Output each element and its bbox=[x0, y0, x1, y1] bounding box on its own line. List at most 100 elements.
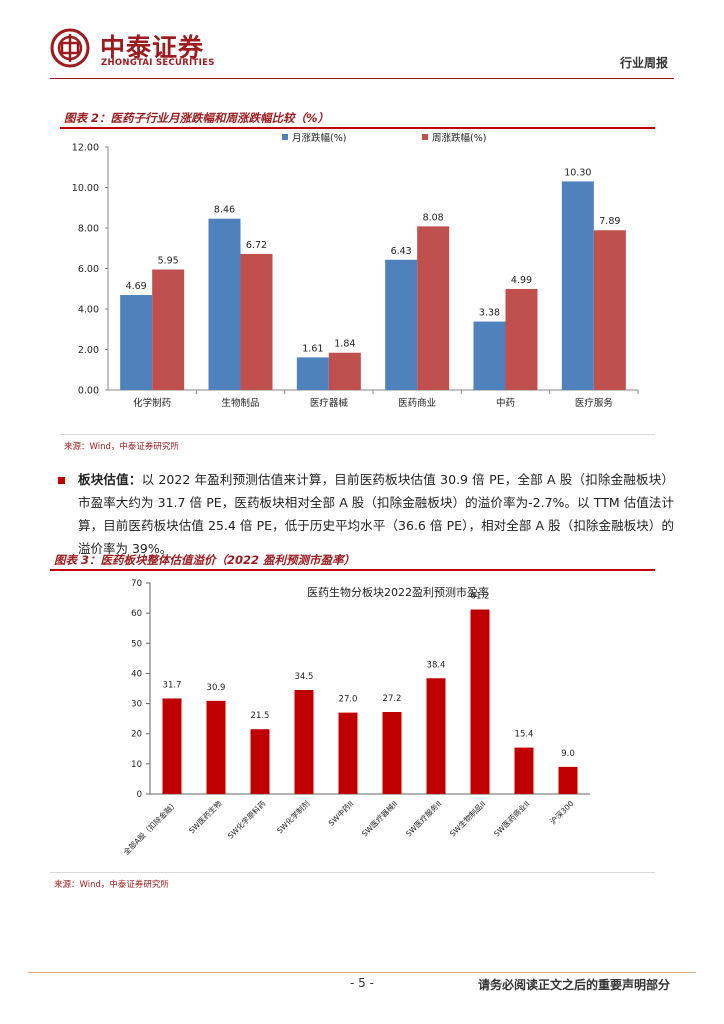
legend-swatch bbox=[422, 134, 428, 140]
y-tick-label: 6.00 bbox=[78, 264, 99, 275]
paragraph-label: 板块估值： bbox=[78, 472, 142, 487]
page-number: - 5 - bbox=[350, 976, 374, 990]
bar-monthly bbox=[473, 321, 506, 390]
data-label: 27.0 bbox=[339, 695, 358, 705]
bar-monthly bbox=[120, 295, 153, 390]
data-label: 5.95 bbox=[158, 256, 179, 267]
bar-monthly bbox=[208, 218, 241, 390]
y-tick-label: 10 bbox=[131, 760, 142, 770]
x-tick-label: SW生物制品II bbox=[447, 798, 487, 838]
bar-weekly bbox=[593, 230, 626, 390]
y-tick-label: 2.00 bbox=[78, 345, 99, 356]
y-tick-label: 0.00 bbox=[78, 386, 99, 397]
data-label: 6.43 bbox=[391, 246, 412, 257]
y-tick-label: 50 bbox=[131, 639, 142, 649]
y-tick-label: 60 bbox=[131, 609, 142, 619]
bar bbox=[470, 609, 490, 794]
bar-weekly bbox=[328, 352, 361, 390]
data-label: 10.30 bbox=[564, 167, 591, 178]
figure2-chart: 0.00 2.00 4.00 6.00 8.00 10.00 12.00 化学制药 4.69 5.… bbox=[72, 132, 639, 409]
bullet-square-icon bbox=[58, 477, 65, 484]
data-label: 6.72 bbox=[246, 240, 267, 251]
bar bbox=[558, 766, 578, 794]
x-tick-label: SW医疗服务II bbox=[403, 798, 443, 838]
figure3-source-rule bbox=[50, 872, 655, 873]
valuation-paragraph: 板块估值：以 2022 年盈利预测估值来计算，目前医药板块估值 30.9 倍 P… bbox=[78, 468, 674, 560]
header-divider bbox=[50, 78, 674, 79]
brand-name-en: ZHONGTAI SECURITIES bbox=[101, 58, 215, 68]
brand-name-cn: 中泰证券 bbox=[100, 33, 205, 62]
figure2-title: 图表 2：医药子行业月涨跌幅和周涨跌幅比较（%） bbox=[64, 111, 330, 125]
bar bbox=[162, 698, 182, 794]
data-label: 38.4 bbox=[427, 660, 446, 670]
figure3-title: 图表 3：医药板块整体估值溢价（2022 盈利预测市盈率） bbox=[54, 553, 356, 567]
x-tick-label: SW医药商业II bbox=[491, 798, 531, 838]
x-tick-label: SW化学原料药 bbox=[225, 798, 268, 841]
data-label: 61.2 bbox=[471, 592, 490, 602]
data-label: 3.38 bbox=[479, 308, 500, 319]
bar bbox=[250, 729, 270, 794]
x-tick-label: 化学制药 bbox=[133, 397, 171, 409]
data-label: 8.08 bbox=[423, 212, 444, 223]
bar bbox=[206, 700, 226, 794]
company-logo-icon bbox=[50, 28, 90, 68]
footer-divider bbox=[28, 972, 696, 973]
bar-monthly bbox=[296, 357, 329, 390]
paragraph-text: 以 2022 年盈利预测估值来计算，目前医药板块估值 30.9 倍 PE，全部 … bbox=[78, 472, 674, 556]
y-tick-label: 10.00 bbox=[72, 183, 99, 194]
figure3-source: 来源：Wind，中泰证券研究所 bbox=[54, 880, 169, 890]
data-label: 15.4 bbox=[515, 730, 534, 740]
x-tick-label: SW医疗器械II bbox=[359, 798, 399, 838]
bar bbox=[294, 690, 314, 794]
y-tick-label: 20 bbox=[131, 730, 142, 740]
data-label: 30.9 bbox=[207, 683, 226, 693]
x-tick-label: 生物制品 bbox=[221, 397, 259, 409]
y-tick-label: 30 bbox=[131, 700, 142, 710]
legend-label: 周涨跌幅(%) bbox=[432, 132, 486, 144]
data-label: 31.7 bbox=[163, 680, 182, 690]
x-tick-label: 医药商业 bbox=[398, 397, 436, 409]
bar-monthly bbox=[385, 259, 418, 390]
x-tick-label: SW医药生物 bbox=[187, 798, 224, 835]
x-tick-label: 医疗器械 bbox=[310, 397, 349, 409]
y-tick-label: 8.00 bbox=[78, 224, 99, 235]
legend-label: 月涨跌幅(%) bbox=[292, 132, 346, 144]
bar bbox=[338, 712, 358, 794]
bar bbox=[382, 712, 402, 794]
data-label: 34.5 bbox=[295, 672, 314, 682]
y-tick-label: 40 bbox=[131, 669, 142, 679]
data-label: 7.89 bbox=[599, 216, 620, 227]
footer-disclaimer: 请务必阅读正文之后的重要声明部分 bbox=[477, 978, 670, 992]
x-tick-label: 全部A股（扣除金融） bbox=[121, 798, 179, 856]
y-tick-label: 12.00 bbox=[72, 143, 99, 154]
y-tick-label: 0 bbox=[137, 790, 142, 800]
data-label: 4.99 bbox=[511, 275, 532, 286]
x-tick-label: 沪深300 bbox=[548, 798, 576, 826]
document-type: 行业周报 bbox=[619, 56, 668, 70]
bar-weekly bbox=[505, 288, 538, 390]
chart-title: 医药生物分板块2022盈利预测市盈率 bbox=[307, 585, 489, 599]
bar-weekly bbox=[240, 253, 273, 390]
bar bbox=[514, 747, 534, 794]
data-label: 1.61 bbox=[302, 343, 323, 354]
data-label: 27.2 bbox=[383, 694, 402, 704]
x-tick-label: SW中药II bbox=[326, 798, 355, 827]
data-label: 4.69 bbox=[126, 281, 147, 292]
bar-weekly bbox=[417, 226, 450, 390]
figure2-source: 来源：Wind，中泰证券研究所 bbox=[64, 442, 179, 452]
data-label: 21.5 bbox=[251, 711, 270, 721]
y-tick-label: 4.00 bbox=[78, 305, 99, 316]
data-label: 9.0 bbox=[561, 749, 575, 759]
x-tick-label: 中药 bbox=[496, 397, 515, 409]
legend-swatch bbox=[282, 134, 288, 140]
data-label: 8.46 bbox=[214, 205, 235, 216]
x-tick-label: 医疗服务 bbox=[575, 397, 614, 409]
figure2-title-rule bbox=[60, 127, 655, 129]
bar bbox=[426, 678, 446, 794]
bar-monthly bbox=[561, 181, 594, 390]
figure3-title-rule bbox=[50, 569, 655, 571]
x-tick-label: SW化学制剂 bbox=[275, 798, 312, 835]
figure3-chart: 0 10 20 30 40 50 60 70 医药生物分板块2022盈利预测市盈率 31.7 全部A… bbox=[121, 579, 590, 857]
data-label: 1.84 bbox=[334, 339, 355, 350]
bar-weekly bbox=[152, 269, 185, 390]
